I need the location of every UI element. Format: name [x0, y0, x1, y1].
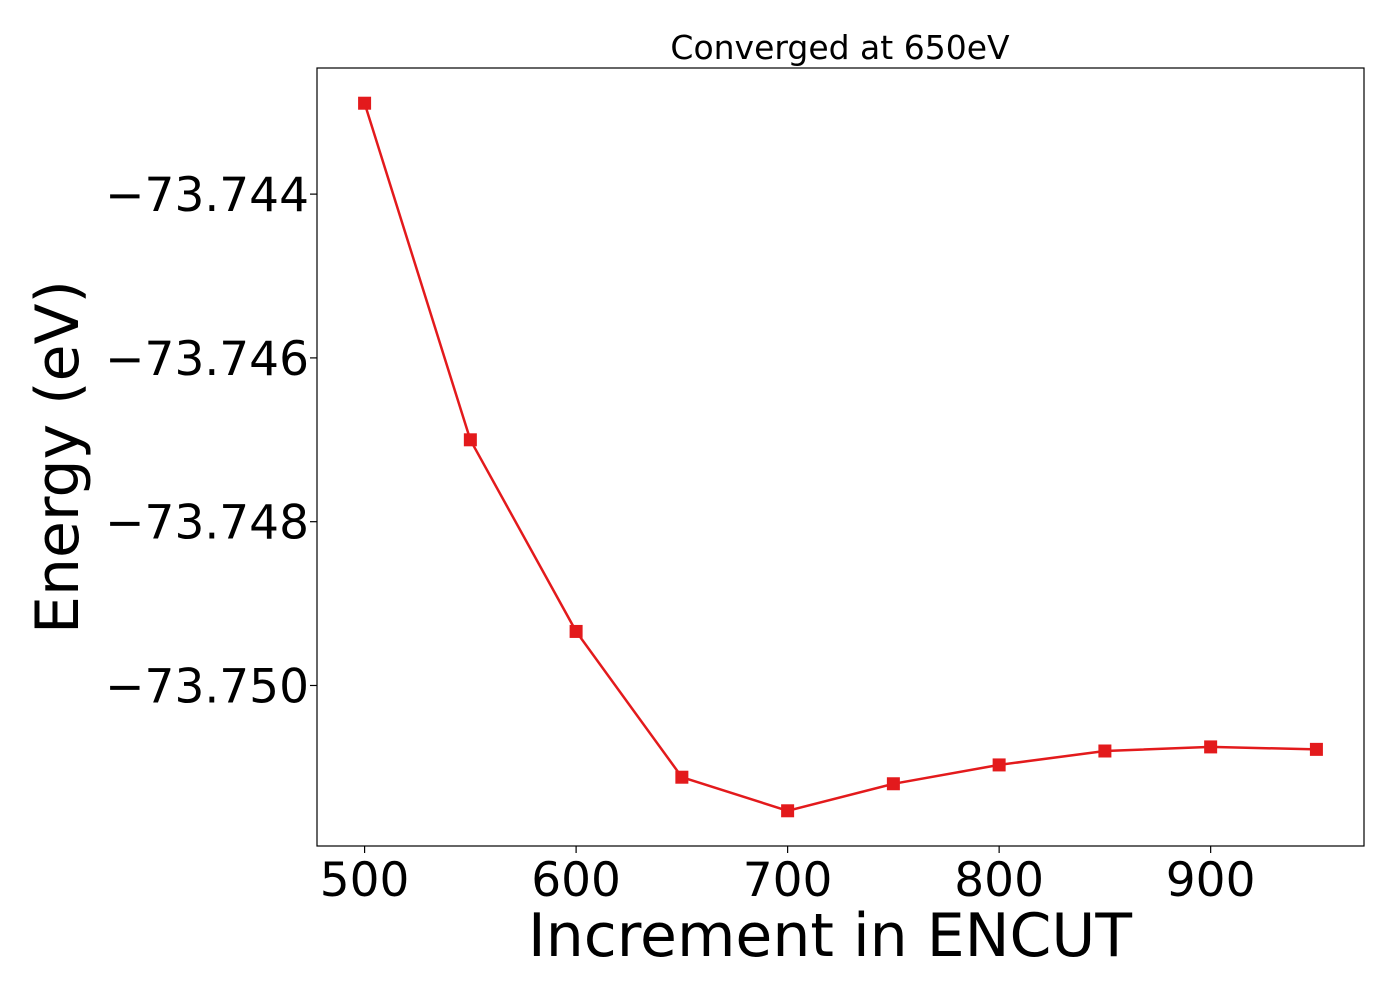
- x-tick-label: 500: [320, 853, 410, 908]
- x-tick-label: 700: [743, 853, 833, 908]
- y-tick-label: −73.750: [105, 659, 309, 714]
- y-tick-label: −73.748: [105, 496, 309, 551]
- data-point: [1098, 744, 1112, 758]
- y-tick-label: −73.744: [105, 168, 309, 223]
- data-point: [1309, 742, 1323, 756]
- x-axis-ticks: 500 600 700 800 900: [320, 846, 1256, 908]
- data-point: [675, 770, 689, 784]
- data-point: [886, 777, 900, 791]
- series-layer: [358, 96, 1323, 818]
- y-tick-label: −73.746: [105, 332, 309, 387]
- y-axis-label: Energy (eV): [23, 280, 93, 634]
- data-point: [992, 758, 1006, 772]
- data-point: [463, 433, 477, 447]
- data-point: [1204, 740, 1218, 754]
- series-line: [363, 102, 1317, 813]
- x-tick-label: 900: [1166, 853, 1256, 908]
- data-point: [569, 624, 583, 638]
- chart-title: Converged at 650eV: [670, 28, 1010, 67]
- x-tick-label: 600: [531, 853, 621, 908]
- x-axis-label: Increment in ENCUT: [528, 901, 1132, 971]
- data-point: [781, 804, 795, 818]
- x-tick-label: 800: [954, 853, 1044, 908]
- plot-area: [316, 67, 1365, 847]
- y-axis-ticks: −73.744 −73.746 −73.748 −73.750: [105, 168, 317, 714]
- data-point: [358, 96, 372, 110]
